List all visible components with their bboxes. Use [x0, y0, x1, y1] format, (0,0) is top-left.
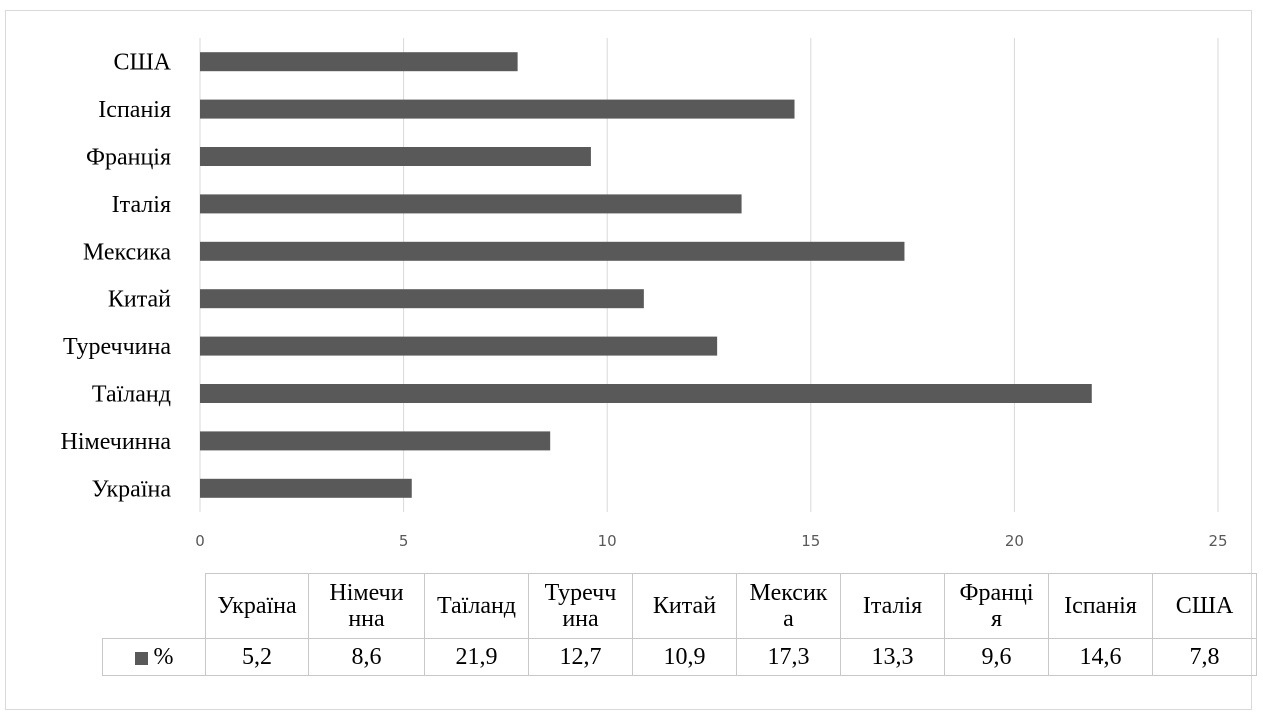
bars	[200, 52, 1092, 498]
data-table: Україна Німечи нна Таїланд Туречч ина Китай Мек…	[102, 573, 1257, 676]
x-tick-label: 25	[1208, 532, 1227, 550]
data-table-category: США	[1152, 573, 1257, 639]
data-table-value-row: % 5,2 8,6 21,9 12,7 10,9 17,3 13,3 9,6 14,6 7,8	[102, 638, 1257, 676]
category-label: Україна	[92, 476, 172, 502]
category-label: Туреччина	[63, 334, 171, 360]
bar	[200, 52, 518, 72]
data-table-value: 21,9	[424, 638, 529, 676]
data-table-value: 13,3	[840, 638, 945, 676]
x-tick-label: 10	[598, 532, 617, 550]
data-table-category: Туречч ина	[528, 573, 633, 639]
bar	[200, 99, 795, 119]
data-table-category: Німечи нна	[308, 573, 425, 639]
category-label: Китай	[108, 287, 171, 313]
bar	[200, 147, 591, 166]
data-table-value: 7,8	[1152, 638, 1257, 676]
data-table-category: Франці я	[944, 573, 1049, 639]
data-table-value: 5,2	[205, 638, 309, 676]
data-table-corner	[102, 573, 206, 639]
bar	[200, 289, 644, 309]
category-labels: Україна Німечинна Таїланд Туреччина Китай Мек…	[61, 50, 172, 503]
data-table-category: Таїланд	[424, 573, 529, 639]
category-label: Німечинна	[61, 429, 172, 455]
data-table-value: 10,9	[632, 638, 737, 676]
category-label: США	[113, 50, 171, 76]
category-label: Таїланд	[92, 382, 171, 408]
x-tick-label: 5	[399, 532, 409, 550]
legend-key	[134, 651, 148, 665]
category-label: Іспанія	[98, 97, 171, 123]
bar	[200, 478, 412, 498]
data-table-category: Іспанія	[1048, 573, 1153, 639]
data-table-category: Мексик а	[736, 573, 841, 639]
x-tick-label: 0	[195, 532, 205, 550]
data-table-category: Італія	[840, 573, 945, 639]
bar	[200, 241, 905, 261]
data-table-category: Китай	[632, 573, 737, 639]
bar	[200, 194, 742, 214]
bar	[200, 431, 551, 451]
data-table-value: 14,6	[1048, 638, 1153, 676]
data-table-value: 9,6	[944, 638, 1049, 676]
bar	[200, 384, 1092, 403]
category-label: Франція	[86, 145, 171, 171]
x-tick-label: 20	[1005, 532, 1024, 550]
x-tick-label: 15	[801, 532, 820, 550]
x-axis-tick-labels: 0 5 10 15 20 25	[195, 532, 1227, 550]
data-table-category: Україна	[205, 573, 309, 639]
category-label: Мексика	[83, 239, 172, 265]
category-label: Італія	[112, 192, 171, 218]
data-table-legend-cell: %	[102, 638, 206, 676]
data-table-value: 8,6	[308, 638, 425, 676]
bar	[200, 336, 718, 356]
data-table-value: 12,7	[528, 638, 633, 676]
data-table-value: 17,3	[736, 638, 841, 676]
data-table-header-row: Україна Німечи нна Таїланд Туречч ина Китай Мек…	[102, 573, 1257, 639]
legend-series-name: %	[153, 644, 174, 670]
